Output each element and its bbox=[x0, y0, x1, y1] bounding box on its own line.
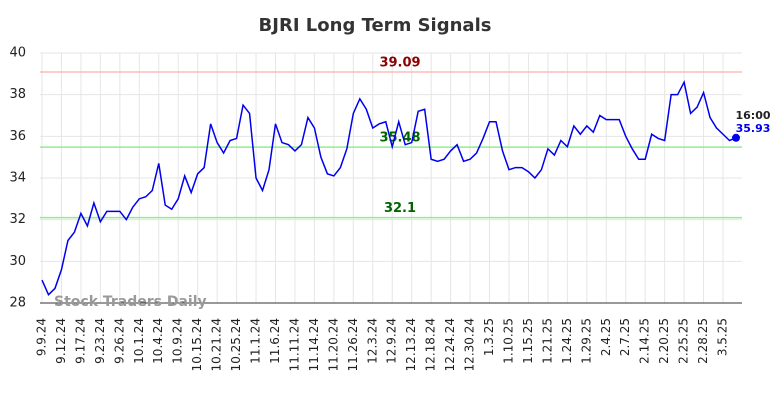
x-tick-label: 9.9.24 bbox=[35, 318, 49, 356]
x-tick-label: 11.11.24 bbox=[287, 318, 301, 371]
signal-label: 32.1 bbox=[384, 201, 416, 216]
x-tick-label: 12.13.24 bbox=[404, 318, 418, 371]
x-tick-label: 1.10.25 bbox=[501, 318, 515, 364]
x-tick-label: 1.21.25 bbox=[540, 318, 554, 364]
watermark: Stock Traders Daily bbox=[54, 294, 207, 310]
x-tick-label: 1.29.25 bbox=[579, 318, 593, 364]
x-tick-label: 2.28.25 bbox=[696, 318, 710, 364]
x-tick-label: 1.3.25 bbox=[482, 318, 496, 356]
x-tick-label: 2.14.25 bbox=[638, 318, 652, 364]
x-tick-label: 11.26.24 bbox=[346, 318, 360, 371]
x-tick-label: 11.20.24 bbox=[326, 318, 340, 371]
y-tick-label: 34 bbox=[9, 171, 26, 186]
x-tick-label: 2.7.25 bbox=[618, 318, 632, 356]
x-tick-label: 2.4.25 bbox=[599, 318, 613, 356]
x-tick-label: 9.23.24 bbox=[93, 318, 107, 364]
x-tick-label: 9.26.24 bbox=[112, 318, 126, 364]
x-tick-label: 10.25.24 bbox=[229, 318, 243, 371]
chart-title: BJRI Long Term Signals bbox=[259, 15, 492, 36]
x-tick-label: 12.24.24 bbox=[443, 318, 457, 371]
signal-label: 39.09 bbox=[379, 55, 420, 70]
x-tick-label: 11.6.24 bbox=[268, 318, 282, 364]
x-tick-label: 2.25.25 bbox=[677, 318, 691, 364]
y-tick-label: 30 bbox=[9, 254, 26, 269]
y-tick-label: 32 bbox=[9, 212, 26, 227]
x-tick-label: 10.1.24 bbox=[132, 318, 146, 364]
y-tick-label: 40 bbox=[9, 46, 26, 61]
x-tick-label: 9.12.24 bbox=[54, 318, 68, 364]
x-tick-label: 12.18.24 bbox=[424, 318, 438, 371]
y-tick-label: 28 bbox=[9, 296, 26, 311]
x-tick-label: 12.3.24 bbox=[365, 318, 379, 364]
x-tick-label: 2.20.25 bbox=[657, 318, 671, 364]
y-tick-label: 36 bbox=[9, 129, 26, 144]
last-point bbox=[732, 133, 740, 142]
x-tick-label: 9.17.24 bbox=[73, 318, 87, 364]
y-tick-label: 38 bbox=[9, 87, 26, 102]
x-tick-label: 1.24.25 bbox=[560, 318, 574, 364]
x-tick-label: 10.4.24 bbox=[151, 318, 165, 364]
x-tick-label: 10.9.24 bbox=[171, 318, 185, 364]
x-tick-label: 12.30.24 bbox=[463, 318, 477, 371]
x-tick-label: 11.14.24 bbox=[307, 318, 321, 371]
x-tick-label: 10.15.24 bbox=[190, 318, 204, 371]
x-tick-label: 1.15.25 bbox=[521, 318, 535, 364]
price-line bbox=[41, 79, 737, 296]
x-tick-label: 3.5.25 bbox=[716, 318, 730, 356]
last-value: 35.93 bbox=[736, 122, 771, 135]
x-tick-label: 12.9.24 bbox=[385, 318, 399, 364]
x-tick-label: 10.21.24 bbox=[210, 318, 224, 371]
last-time: 16:00 bbox=[735, 109, 770, 122]
x-tick-label: 11.1.24 bbox=[249, 318, 263, 364]
